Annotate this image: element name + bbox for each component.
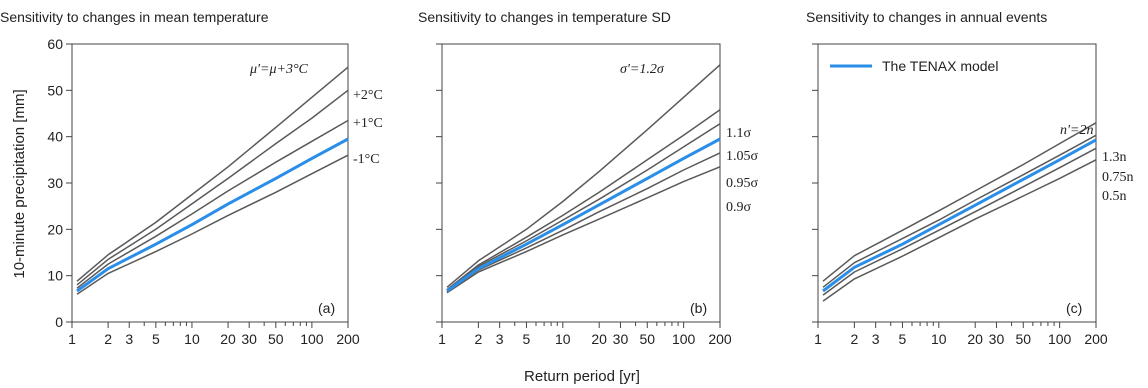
panel-a-plot-frame xyxy=(71,43,349,323)
annotation-n-1-3: 1.3n xyxy=(1102,150,1127,165)
x-tick-label: 2 xyxy=(850,331,858,347)
x-tick-label: 3 xyxy=(125,331,133,347)
panel-c-annual-events: Sensitivity to changes in annual events … xyxy=(806,9,1134,347)
y-axis-title: 10-minute precipitation [mm] xyxy=(11,89,28,278)
annotation-n-0-5: 0.5n xyxy=(1102,189,1127,204)
x-tick-label: 2 xyxy=(104,331,112,347)
panel-b-title: Sensitivity to changes in temperature SD xyxy=(418,9,671,25)
panel-a-mean-temperature: Sensitivity to changes in mean temperatu… xyxy=(0,9,383,347)
series-line-2-3 xyxy=(822,147,1097,296)
x-tick-label: 200 xyxy=(708,331,732,347)
series-line-0-2 xyxy=(76,119,349,289)
y-tick-label: 30 xyxy=(47,175,63,191)
x-tick-label: 5 xyxy=(899,331,907,347)
panel-a-label: (a) xyxy=(318,300,335,316)
y-tick-label: 20 xyxy=(47,221,63,237)
x-tick-label: 1 xyxy=(814,331,822,347)
y-tick-label: 40 xyxy=(47,129,63,145)
x-tick-label: 100 xyxy=(672,331,696,347)
x-tick-label: 200 xyxy=(336,331,360,347)
annotation-plus-2: +2°C xyxy=(353,88,383,103)
x-tick-label: 1 xyxy=(68,331,76,347)
series-line-0-3 xyxy=(76,137,349,293)
series-line-0-4 xyxy=(76,154,349,295)
annotation-sigma-1-05: 1.05σ xyxy=(726,149,759,164)
series-line-0-0 xyxy=(76,66,349,282)
panel-c-label: (c) xyxy=(1066,300,1082,316)
series-line-2-0 xyxy=(822,122,1097,282)
annotation-n-2n: n'=2n xyxy=(1060,123,1093,138)
x-tick-label: 50 xyxy=(268,331,284,347)
panel-b-temperature-sd: Sensitivity to changes in temperature SD… xyxy=(418,9,759,385)
series-line-1-3 xyxy=(446,137,721,293)
annotation-sigma-1-1: 1.1σ xyxy=(726,126,752,141)
x-tick-label: 5 xyxy=(523,331,531,347)
series-line-0-1 xyxy=(76,89,349,286)
x-tick-label: 10 xyxy=(184,331,200,347)
x-tick-label: 100 xyxy=(300,331,324,347)
x-tick-label: 30 xyxy=(613,331,629,347)
annotation-n-0-75: 0.75n xyxy=(1102,170,1134,185)
series-line-1-2 xyxy=(446,123,721,292)
x-tick-label: 20 xyxy=(591,331,607,347)
panel-a-series xyxy=(76,66,349,295)
x-axis-title: Return period [yr] xyxy=(524,368,640,385)
panel-a-title: Sensitivity to changes in mean temperatu… xyxy=(0,9,269,25)
x-tick-label: 5 xyxy=(152,331,160,347)
series-line-1-1 xyxy=(446,109,721,291)
annotation-plus-1: +1°C xyxy=(353,116,383,131)
panel-c-y-ticks xyxy=(812,43,818,323)
panel-a-y-ticks: 0 10 20 30 40 50 60 xyxy=(47,36,72,330)
y-tick-label: 0 xyxy=(55,314,63,330)
x-tick-label: 10 xyxy=(555,331,571,347)
panel-b-x-ticks: 1 2 3 5 10 20 30 50 100 200 xyxy=(438,322,732,347)
x-tick-label: 200 xyxy=(1084,331,1108,347)
x-tick-label: 100 xyxy=(1048,331,1072,347)
x-tick-label: 50 xyxy=(1015,331,1031,347)
legend-label-tenax: The TENAX model xyxy=(882,58,998,74)
series-line-1-4 xyxy=(446,152,721,293)
y-tick-label: 50 xyxy=(47,82,63,98)
annotation-minus-1: -1°C xyxy=(353,152,380,167)
x-tick-label: 20 xyxy=(220,331,236,347)
x-tick-label: 50 xyxy=(639,331,655,347)
panel-b-plot-frame xyxy=(441,43,721,323)
panel-b-label: (b) xyxy=(690,300,707,316)
series-line-2-2 xyxy=(822,138,1097,293)
x-tick-label: 1 xyxy=(438,331,446,347)
x-tick-label: 2 xyxy=(474,331,482,347)
annotation-mu-plus-3: μ'=μ+3°C xyxy=(249,62,309,77)
x-tick-label: 3 xyxy=(872,331,880,347)
panel-c-x-ticks: 1 2 3 5 10 20 30 50 100 200 xyxy=(814,322,1108,347)
annotation-sigma-1-2: σ'=1.2σ xyxy=(620,62,665,77)
panel-c-series xyxy=(822,122,1097,302)
x-tick-label: 30 xyxy=(989,331,1005,347)
panel-a-x-ticks: 1 2 3 5 10 20 30 50 100 200 xyxy=(68,322,360,347)
x-tick-label: 30 xyxy=(241,331,257,347)
x-tick-label: 3 xyxy=(496,331,504,347)
annotation-sigma-0-9: 0.9σ xyxy=(726,200,752,215)
x-tick-label: 10 xyxy=(931,331,947,347)
panel-b-series xyxy=(446,64,721,294)
annotation-sigma-0-95: 0.95σ xyxy=(726,176,759,191)
y-tick-label: 60 xyxy=(47,36,63,52)
series-line-2-1 xyxy=(822,134,1097,288)
series-line-1-5 xyxy=(446,166,721,294)
series-line-1-0 xyxy=(446,64,721,288)
panel-c-title: Sensitivity to changes in annual events xyxy=(806,9,1047,25)
panel-c-plot-frame xyxy=(817,43,1097,323)
x-tick-label: 20 xyxy=(967,331,983,347)
series-line-2-4 xyxy=(822,159,1097,302)
panel-b-y-ticks xyxy=(436,43,442,323)
y-tick-label: 10 xyxy=(47,268,63,284)
